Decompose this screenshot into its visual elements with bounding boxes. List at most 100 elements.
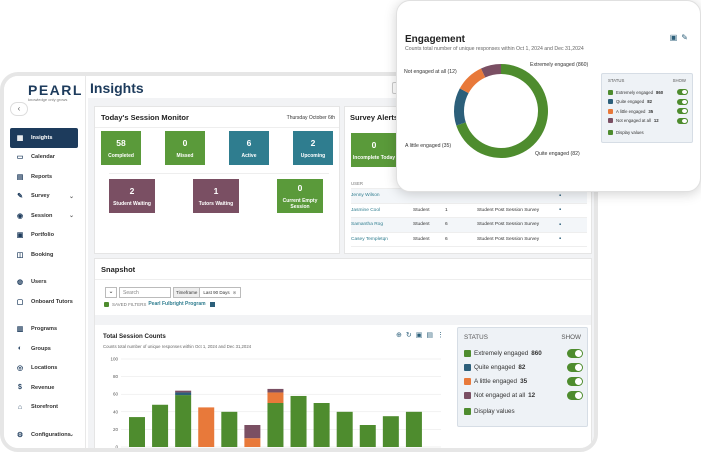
image-icon[interactable]: ▣ <box>669 33 678 42</box>
sidebar-item-reports[interactable]: ▤ Reports <box>4 167 86 187</box>
bar[interactable] <box>382 416 399 447</box>
sidebar-item-configurations[interactable]: ⚙ Configurations ⌄ <box>4 425 86 445</box>
display-values-row: Display values <box>602 126 692 140</box>
bar[interactable] <box>129 417 145 447</box>
show-toggle[interactable] <box>567 348 583 358</box>
bar[interactable] <box>313 403 330 447</box>
status-checkbox[interactable] <box>608 99 613 105</box>
tile-current-empty-session[interactable]: 0 Current Empty Session <box>277 179 323 213</box>
collapse-sidebar-button[interactable]: ‹ <box>10 102 28 116</box>
sidebar-item-onboard-tutors[interactable]: ▢ Onboard Tutors <box>4 292 86 312</box>
display-values-label: Display values <box>616 129 644 135</box>
tile-missed[interactable]: 0 Missed <box>165 131 205 165</box>
sidebar-item-storefront[interactable]: ⌂ Storefront <box>4 398 86 418</box>
saved-filter-link[interactable]: Pearl Fulbright Program <box>148 301 206 307</box>
show-toggle[interactable] <box>677 108 688 115</box>
bar[interactable] <box>175 395 192 447</box>
show-toggle[interactable] <box>677 98 688 105</box>
bar[interactable] <box>336 411 353 447</box>
tile-student-waiting[interactable]: 2 Student Waiting <box>109 179 155 213</box>
display-values-checkbox[interactable] <box>608 129 613 135</box>
timeframe-label: Timeframe <box>174 288 201 297</box>
table-row[interactable]: Jenny Wilson ▪ <box>351 189 587 204</box>
show-toggle[interactable] <box>677 117 688 124</box>
status-checkbox[interactable] <box>608 89 613 95</box>
status-item-label: Extremely engaged <box>474 349 529 357</box>
status-checkbox[interactable] <box>608 118 613 124</box>
status-checkbox[interactable] <box>464 391 471 399</box>
image-icon[interactable]: ▣ <box>415 332 423 339</box>
table-row[interactable]: Samantha Rog Student 6 Student Post Session… <box>351 218 587 233</box>
sidebar-item-portfolio[interactable]: ▣ Portfolio <box>4 226 86 246</box>
refresh-icon[interactable]: ↻ <box>405 332 412 339</box>
timeframe-select[interactable]: Timeframe Last 90 Days ⊗ <box>173 287 241 298</box>
sidebar-item-insights[interactable]: ▦ Insights <box>10 128 78 148</box>
show-toggle[interactable] <box>567 390 583 400</box>
message-icon[interactable]: ▪ <box>559 207 562 214</box>
table-row[interactable]: Casey Templetqn Student 6 Student Post Sess… <box>351 233 587 247</box>
tile-tutors-waiting[interactable]: 1 Tutors Waiting <box>193 179 239 213</box>
users-icon: ◍ <box>16 279 24 287</box>
sidebar-item-calendar[interactable]: ▭ Calendar <box>4 148 86 168</box>
bar[interactable] <box>175 390 192 393</box>
sidebar-item-programs[interactable]: ▥ Programs <box>4 320 86 340</box>
edit-icon[interactable] <box>209 301 215 307</box>
incomplete-today-tile[interactable]: 0 Incomplete Today <box>351 133 397 167</box>
row-user[interactable]: Jasmine Cool <box>351 207 381 213</box>
snapshot-search-input[interactable]: Search <box>119 287 171 298</box>
sidebar-item-label: Onboard Tutors <box>31 298 73 305</box>
show-toggle[interactable] <box>567 376 583 386</box>
sidebar-item-groups[interactable]: ◐ Groups <box>4 339 86 359</box>
sidebar-item-locations[interactable]: ◎ Locations <box>4 359 86 379</box>
message-icon[interactable]: ▪ <box>559 192 562 199</box>
donut-slice-a-little-engaged[interactable] <box>459 68 486 94</box>
status-checkbox[interactable] <box>464 377 471 385</box>
table-row[interactable]: Jasmine Cool Student 1 Student Post Session… <box>351 204 587 218</box>
donut-slice-not-engaged-at-all[interactable] <box>480 64 501 78</box>
show-toggle[interactable] <box>677 89 688 96</box>
bar[interactable] <box>244 425 261 439</box>
bar[interactable] <box>175 392 192 396</box>
clear-icon[interactable]: ⊗ <box>232 290 237 295</box>
zoom-icon[interactable]: ⊕ <box>396 332 402 339</box>
tile-upcoming[interactable]: 2 Upcoming <box>293 131 333 165</box>
display-values-checkbox[interactable] <box>464 407 471 415</box>
saved-filter-checkbox[interactable] <box>104 301 109 307</box>
status-item-label: Not engaged at all <box>616 118 651 124</box>
bar[interactable] <box>244 438 261 447</box>
donut-slice-quite-engaged[interactable] <box>454 88 469 126</box>
tile-completed[interactable]: 58 Completed <box>101 131 141 165</box>
chevron-down-icon[interactable]: ⌄ <box>105 287 117 298</box>
table-icon[interactable]: ▤ <box>426 332 433 339</box>
y-tick-label: 60 <box>113 392 119 397</box>
bar[interactable] <box>359 425 376 447</box>
status-checkbox[interactable] <box>608 108 613 114</box>
bar[interactable] <box>221 411 238 447</box>
message-icon[interactable]: ▪ <box>559 236 562 243</box>
bar[interactable] <box>290 395 307 447</box>
bar[interactable] <box>198 407 215 447</box>
bar[interactable] <box>405 411 422 447</box>
row-user[interactable]: Casey Templetqn <box>351 236 388 242</box>
bar[interactable] <box>152 404 169 447</box>
bar[interactable] <box>267 392 284 403</box>
status-item-count: 82 <box>647 99 652 105</box>
row-user[interactable]: Jenny Wilson <box>351 193 380 199</box>
more-icon[interactable]: ⋮ <box>437 332 444 339</box>
sidebar-item-booking[interactable]: ◫ Booking <box>4 245 86 265</box>
show-toggle[interactable] <box>567 362 583 372</box>
sidebar-item-survey[interactable]: ✎ Survey ⌄ <box>4 187 86 207</box>
sidebar-item-users[interactable]: ◍ Users <box>4 273 86 293</box>
row-survey: Student Post Session Survey <box>477 236 540 242</box>
bar[interactable] <box>267 388 284 393</box>
message-icon[interactable]: ▪ <box>559 221 562 228</box>
sidebar-item-session[interactable]: ◉ Session ⌄ <box>4 206 86 226</box>
label-quite-engaged: Quite engaged (82) <box>535 151 580 157</box>
sidebar-item-revenue[interactable]: $ Revenue <box>4 378 86 398</box>
edit-icon[interactable]: ✎ <box>681 33 688 42</box>
status-checkbox[interactable] <box>464 349 471 357</box>
row-user[interactable]: Samantha Rog <box>351 222 383 228</box>
bar[interactable] <box>267 403 284 447</box>
status-checkbox[interactable] <box>464 363 471 371</box>
tile-active[interactable]: 6 Active <box>229 131 269 165</box>
